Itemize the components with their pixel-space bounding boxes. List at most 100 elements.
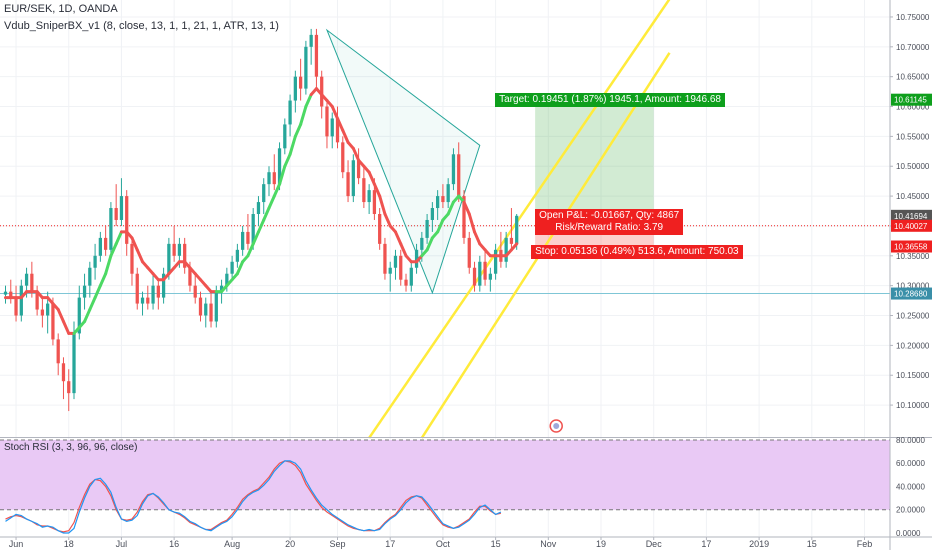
ma-segment xyxy=(425,236,434,252)
price-tick-label: 10.25000 xyxy=(896,312,930,321)
candle-body xyxy=(167,243,171,274)
candle-body xyxy=(56,339,60,364)
candle-body xyxy=(125,196,129,244)
ma-segment xyxy=(278,164,287,186)
time-tick-label: Aug xyxy=(224,539,240,549)
candle-body xyxy=(283,124,287,149)
ma-segment xyxy=(436,218,445,234)
ma-segment xyxy=(336,116,345,132)
price-tick-label: 10.20000 xyxy=(896,341,930,350)
candle-body xyxy=(330,118,334,137)
ma-segment xyxy=(93,284,102,300)
price-tick-label: 10.35000 xyxy=(896,252,930,261)
stop-label[interactable]: Stop: 0.05136 (0.49%) 513.6, Amount: 750… xyxy=(531,244,743,259)
candle-body xyxy=(172,243,176,256)
candle-body xyxy=(103,237,108,250)
stoch-rsi-title: Stoch RSI (3, 3, 96, 96, close) xyxy=(4,442,138,453)
time-tick-label: Feb xyxy=(857,539,873,549)
candle-body xyxy=(335,118,340,143)
price-tick-label: 10.45000 xyxy=(896,192,930,201)
price-tag-label: 10.41694 xyxy=(894,212,928,221)
ma-segment xyxy=(341,128,350,144)
ma-segment xyxy=(246,242,255,258)
ma-segment xyxy=(83,308,92,323)
candle-body xyxy=(488,273,492,280)
candle-body xyxy=(177,243,182,256)
rsi-tick-label: 60.0000 xyxy=(896,459,925,468)
candle-body xyxy=(51,303,55,340)
candle-body xyxy=(504,237,508,262)
candle-body xyxy=(378,214,382,244)
candle-body xyxy=(235,249,240,262)
candle-body xyxy=(119,196,124,220)
candle-body xyxy=(325,106,329,137)
candle-body xyxy=(356,160,361,179)
candle-body xyxy=(346,172,350,197)
ma-segment xyxy=(393,230,403,246)
candle-body xyxy=(156,285,160,298)
candle-body xyxy=(467,237,471,268)
ma-segment xyxy=(367,170,376,186)
open-pnl-text: Open P&L: -0.01667, Qty: 4867 xyxy=(539,209,680,221)
candle-body xyxy=(82,285,87,298)
candle-body xyxy=(198,297,203,316)
time-tick-label: 17 xyxy=(701,539,711,549)
risk-reward-text: Risk/Reward Ratio: 3.79 xyxy=(555,221,664,233)
ma-segment xyxy=(378,194,387,216)
open-pnl-label[interactable]: Open P&L: -0.01667, Qty: 4867 Risk/Rewar… xyxy=(535,208,684,235)
triangle-drawing[interactable] xyxy=(325,28,481,295)
time-tick-label: 15 xyxy=(807,539,817,549)
price-tag xyxy=(891,240,932,253)
candle-body xyxy=(441,196,445,203)
candle-body xyxy=(19,285,23,316)
time-tick-label: Dec xyxy=(646,539,663,549)
target-label[interactable]: Target: 0.19451 (1.87%) 1945.1, Amount: … xyxy=(495,92,725,107)
time-tick-label: 19 xyxy=(596,539,606,549)
ma-segment xyxy=(330,105,340,120)
candle-body xyxy=(420,237,424,250)
ma-segment xyxy=(288,134,297,156)
price-tag xyxy=(891,93,932,106)
time-tick-label: Oct xyxy=(436,539,451,549)
candle-body xyxy=(309,34,313,47)
ma-segment xyxy=(446,200,455,216)
ma-segment xyxy=(462,200,471,216)
candle-body xyxy=(493,249,498,274)
candle-body xyxy=(314,34,319,77)
candle-body xyxy=(35,291,39,310)
ma-segment xyxy=(251,230,260,246)
price-tag-label: 10.61145 xyxy=(894,96,927,105)
candle-body xyxy=(304,46,308,89)
ma-segment xyxy=(509,242,519,252)
moving-average xyxy=(4,87,519,335)
candle-body xyxy=(241,231,245,250)
candle-body xyxy=(409,267,413,286)
candle-body xyxy=(246,231,250,244)
candle-body xyxy=(483,261,487,280)
candle-body xyxy=(30,273,34,292)
rsi-tick-label: 20.0000 xyxy=(896,506,925,515)
candle-body xyxy=(393,255,398,268)
candle-body xyxy=(372,190,377,215)
triangle-shape xyxy=(325,28,481,295)
candle-body xyxy=(341,142,345,173)
time-axis[interactable]: Jun 18 Jul 16 Aug 20 Sep 17 Oct 15 Nov 19 Dec 17 2019 1… xyxy=(9,537,872,549)
candle-body xyxy=(436,196,440,209)
price-tick-label: 10.55000 xyxy=(896,132,930,141)
price-tag xyxy=(891,287,932,300)
candle-body xyxy=(515,215,519,244)
candle-body xyxy=(320,76,324,107)
ma-segment xyxy=(293,122,303,138)
price-tag-label: 10.40027 xyxy=(894,222,928,231)
candle-body xyxy=(183,243,187,268)
candle-body xyxy=(272,172,276,185)
rsi-tick-label: 0.0000 xyxy=(896,529,921,538)
candle-body xyxy=(472,267,477,286)
ma-segment xyxy=(473,230,482,246)
candle-body xyxy=(478,261,482,286)
price-tag-label: 10.36558 xyxy=(894,243,928,252)
candle-body xyxy=(262,184,266,203)
candle-body xyxy=(293,76,297,101)
